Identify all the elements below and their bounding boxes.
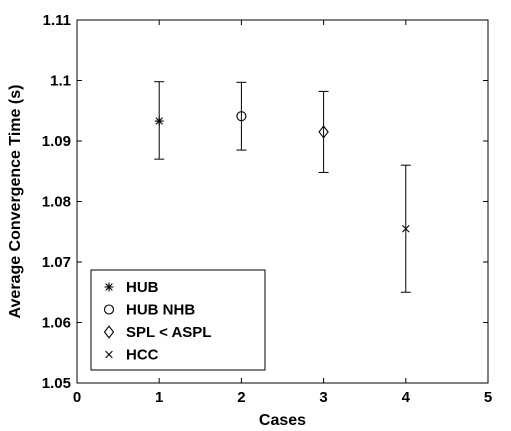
legend: HUB HUB NHB SPL < ASPL HCC — [90, 269, 266, 371]
legend-item: HUB — [104, 279, 159, 296]
x-axis: 0 1 2 3 4 5 — [73, 20, 492, 406]
x-tick-label: 3 — [319, 389, 327, 406]
legend-label: HCC — [126, 347, 159, 364]
y-tick-label: 1.07 — [42, 254, 71, 271]
x-tick-label: 0 — [73, 389, 81, 406]
x-tick-label: 5 — [484, 389, 492, 406]
series-circle — [236, 81, 247, 151]
data-point-asterisk — [154, 116, 164, 126]
series-diamond — [318, 90, 329, 173]
legend-marker-cross — [105, 350, 113, 359]
legend-item: HCC — [105, 347, 159, 364]
y-axis-title: Average Convergence Time (s) — [7, 85, 24, 319]
data-point-cross — [402, 224, 410, 233]
x-tick-label: 1 — [155, 389, 163, 406]
legend-label: HUB — [126, 279, 159, 296]
y-tick-label: 1.08 — [42, 194, 71, 211]
series-asterisk — [154, 81, 165, 160]
legend-box — [90, 269, 266, 371]
data-point-circle — [236, 111, 247, 122]
x-tick-label: 2 — [237, 389, 245, 406]
x-axis-title: Cases — [259, 412, 306, 429]
y-tick-label: 1.11 — [43, 12, 71, 29]
plot-area: 1.05 1.06 1.07 1.08 1.09 1.1 1.11 0 1 2 3 4 5 — [42, 12, 492, 406]
legend-marker-diamond — [103, 325, 115, 339]
y-axis: 1.05 1.06 1.07 1.08 1.09 1.1 1.11 — [42, 12, 488, 392]
legend-marker-asterisk — [104, 282, 114, 292]
legend-item: SPL < ASPL — [103, 324, 211, 341]
series-cross — [400, 164, 411, 293]
y-tick-label: 1.1 — [50, 73, 71, 90]
legend-item: HUB NHB — [103, 302, 195, 319]
series-layer — [154, 81, 411, 293]
y-tick-label: 1.09 — [42, 133, 71, 150]
legend-marker-circle — [103, 304, 115, 315]
y-tick-label: 1.06 — [42, 315, 71, 332]
x-tick-label: 4 — [402, 389, 411, 406]
y-tick-label: 1.05 — [42, 375, 71, 392]
legend-label: SPL < ASPL — [126, 324, 211, 341]
legend-label: HUB NHB — [126, 302, 195, 319]
data-point-diamond — [318, 125, 329, 139]
